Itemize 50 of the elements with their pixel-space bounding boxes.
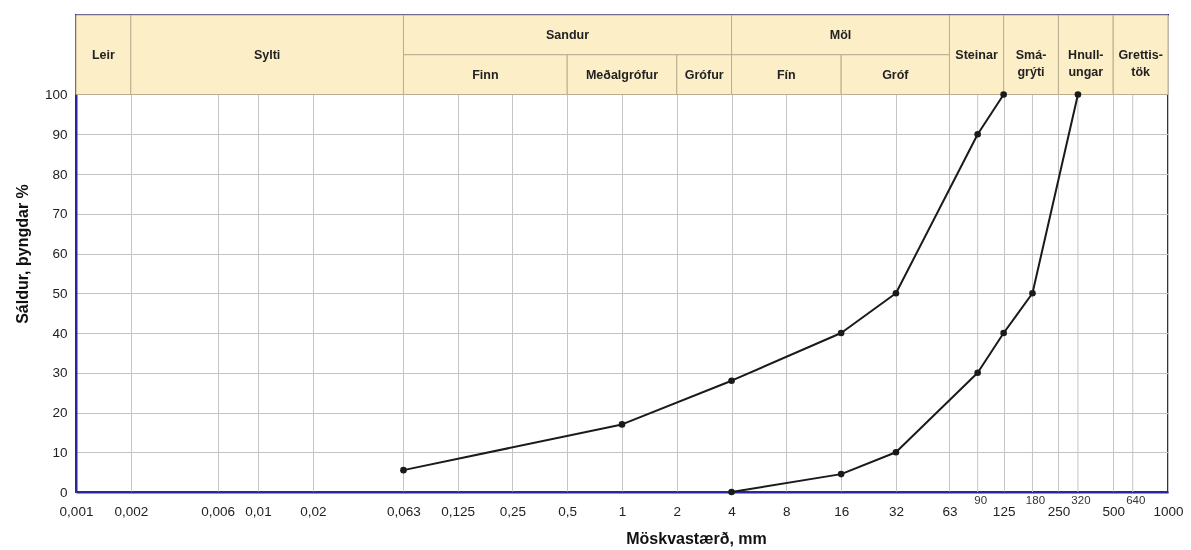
x-tick-label: 0,01 [245, 503, 272, 519]
band-label: Hnull-ungar [1068, 47, 1104, 79]
y-tick-label: 90 [52, 126, 68, 142]
y-tick-label: 10 [52, 444, 68, 460]
band-label: Sandur [546, 27, 590, 42]
x-tick-label: 0,001 [59, 503, 94, 519]
y-tick-label: 0 [59, 484, 68, 500]
x-tick-label: 8 [783, 503, 791, 519]
y-tick-label: 70 [52, 206, 68, 222]
x-tick-label: 32 [888, 503, 904, 519]
ref-line-label: 640 [1126, 494, 1146, 506]
band-label: Grettis-tök [1118, 47, 1163, 79]
band-label: Steinar [955, 47, 998, 62]
y-tick-label: 60 [52, 246, 68, 261]
x-tick-label: 0,02 [300, 503, 327, 519]
x-tick-label: 125 [992, 503, 1016, 519]
x-tick-label: 0,5 [558, 503, 578, 519]
x-tick-label: 63 [942, 503, 958, 519]
x-tick-label: 0,002 [114, 503, 149, 519]
ref-line-label: 90 [974, 494, 988, 506]
band-label: Smá-grýti [1015, 47, 1047, 79]
x-tick-label: 2 [673, 503, 682, 519]
x-axis-title: Möskvastærð, mm [626, 530, 767, 547]
y-axis-title: Sáldur, þyngdar % [13, 184, 31, 324]
ref-line-label: 320 [1071, 494, 1091, 506]
x-tick-label: 4 [728, 503, 737, 519]
ref-line-label: 180 [1025, 494, 1046, 506]
band-label: Möl [829, 27, 852, 42]
y-tick-label: 20 [52, 405, 68, 420]
y-tick-label: 50 [52, 285, 68, 301]
x-tick-label: 250 [1047, 503, 1071, 519]
y-tick-label: 40 [52, 325, 68, 341]
x-tick-label: 1000 [1153, 503, 1184, 519]
x-tick-label: 0,006 [201, 503, 236, 519]
y-tick-label: 30 [52, 365, 68, 381]
band-label: Fín [776, 67, 796, 82]
x-tick-label: 0,25 [499, 503, 527, 519]
band-label: Meðalgrófur [585, 67, 659, 82]
y-tick-label: 80 [52, 166, 68, 182]
band-label: Gróf [882, 67, 910, 82]
x-tick-label: 0,063 [387, 503, 421, 519]
band-label: Leir [91, 47, 115, 62]
x-tick-label: 1 [618, 503, 627, 519]
band-label: Finn [472, 67, 499, 82]
x-tick-label: 16 [834, 503, 850, 519]
x-tick-label: 500 [1102, 503, 1125, 519]
band-label: Sylti [253, 47, 281, 62]
band-label: Grófur [684, 67, 724, 82]
x-tick-label: 0,125 [441, 503, 476, 519]
y-tick-label: 100 [44, 87, 68, 102]
